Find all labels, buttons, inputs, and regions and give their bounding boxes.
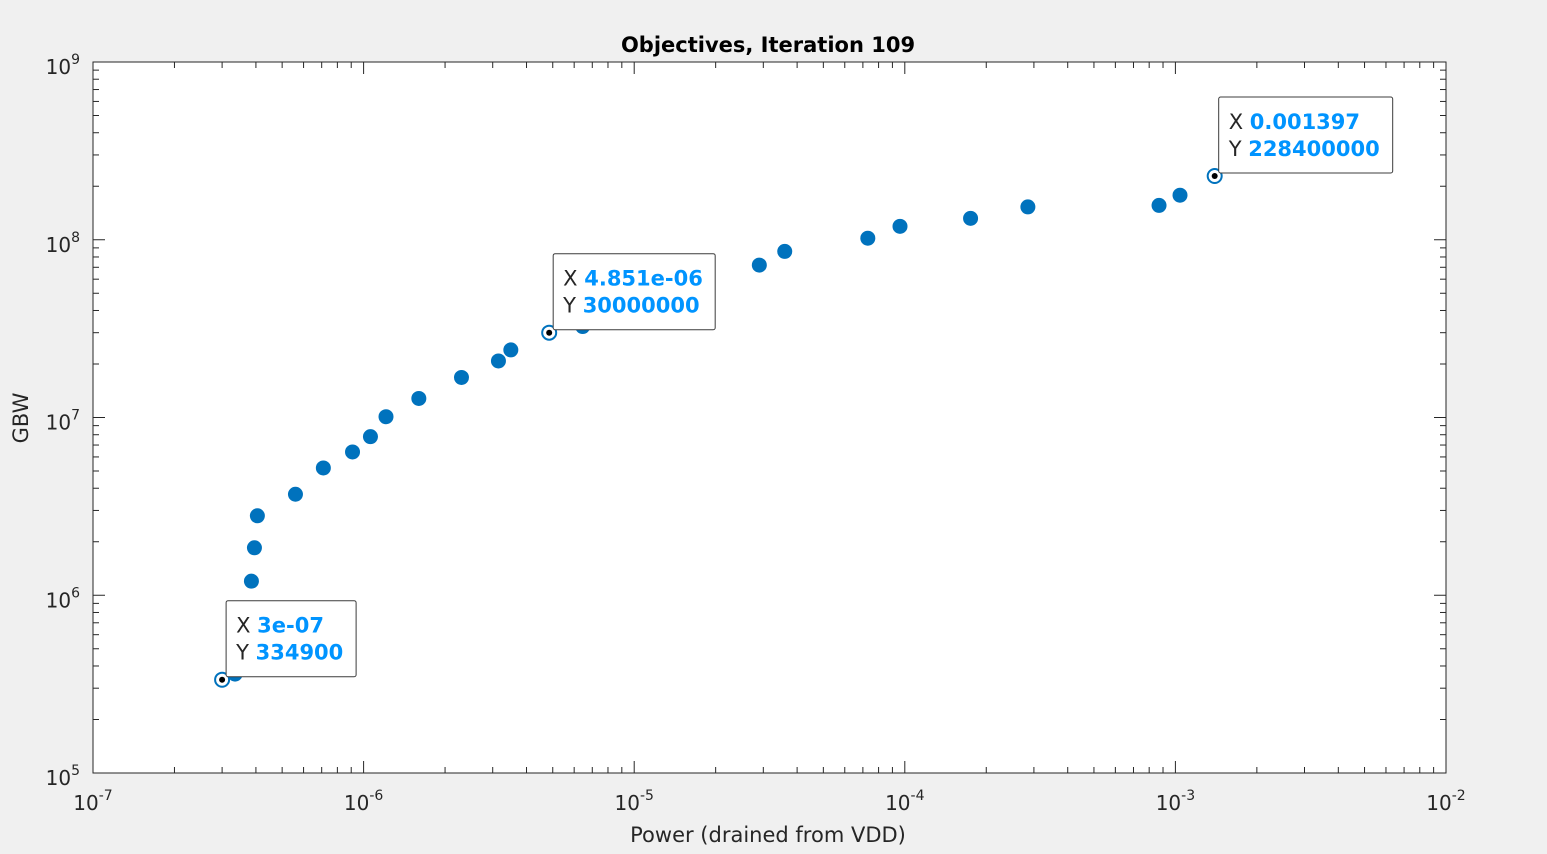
datatip-marker-dot	[1211, 172, 1218, 179]
datatip[interactable]: X 3e-07 Y 334900	[225, 600, 357, 678]
y-tick-label: 108	[46, 230, 80, 257]
x-tick-label: 10-6	[344, 788, 384, 815]
scatter-point[interactable]	[1020, 199, 1036, 215]
x-tick-label: 10-7	[73, 788, 112, 815]
scatter-point[interactable]	[1172, 187, 1188, 203]
datatip-box	[1218, 96, 1394, 174]
scatter-point[interactable]	[243, 573, 259, 589]
datatip-box	[225, 600, 357, 678]
datatip[interactable]: X 0.001397 Y 228400000	[1218, 96, 1394, 174]
datatip-x-row: X 3e-07	[236, 614, 324, 638]
x-tick-label: 10-4	[885, 788, 925, 815]
axis-tick-labels: 10-7 10-6 10-5 10-4 10-3 10-2 105 106 107 108 109	[46, 52, 1466, 815]
chart-title: Objectives, Iteration 109	[621, 33, 915, 57]
scatter-point[interactable]	[751, 257, 767, 273]
scatter-point[interactable]	[411, 390, 427, 406]
scatter-point[interactable]	[249, 508, 265, 524]
scatter-point[interactable]	[860, 230, 876, 246]
scatter-point[interactable]	[892, 218, 908, 234]
datatip-box	[552, 253, 716, 331]
y-tick-label: 109	[46, 52, 80, 79]
datatip-x-row: X 4.851e-06	[563, 267, 703, 291]
datatip-marker-dot	[219, 676, 226, 683]
datatip-y-row: Y 228400000	[1228, 137, 1380, 161]
scatter-point[interactable]	[315, 460, 331, 476]
scatter-point[interactable]	[453, 369, 469, 385]
y-tick-label: 105	[46, 763, 80, 790]
scatter-point[interactable]	[378, 409, 394, 425]
y-axis-label: GBW	[9, 392, 33, 443]
scatter-point[interactable]	[287, 486, 303, 502]
axis-ticks	[92, 61, 1447, 774]
x-tick-label: 10-2	[1426, 788, 1465, 815]
datatips: X 3e-07 Y 334900 X 4.851e-06 Y 30000000 X 0.…	[214, 96, 1394, 688]
scatter-point[interactable]	[345, 444, 361, 460]
x-tick-label: 10-3	[1156, 788, 1195, 815]
x-tick-label: 10-5	[614, 788, 653, 815]
datatip-marker-dot	[546, 329, 553, 336]
scatter-point[interactable]	[362, 429, 378, 445]
scatter-point[interactable]	[777, 243, 793, 259]
datatip-y-row: Y 30000000	[562, 294, 699, 318]
datatip[interactable]: X 4.851e-06 Y 30000000	[552, 253, 716, 331]
scatter-point[interactable]	[963, 210, 979, 226]
datatip-y-row: Y 334900	[235, 641, 343, 665]
y-tick-label: 107	[46, 408, 80, 435]
y-tick-label: 106	[46, 585, 80, 612]
datatip-x-row: X 0.001397	[1229, 110, 1360, 134]
scatter-point[interactable]	[503, 342, 519, 358]
scatter-point[interactable]	[490, 353, 506, 369]
x-axis-label: Power (drained from VDD)	[630, 823, 906, 847]
scatter-point[interactable]	[246, 540, 262, 556]
scatter-point[interactable]	[1151, 197, 1167, 213]
